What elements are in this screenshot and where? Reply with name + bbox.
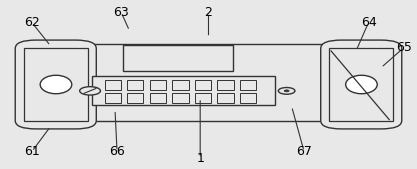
Text: 61: 61 xyxy=(24,145,40,158)
Ellipse shape xyxy=(40,75,72,94)
Text: 65: 65 xyxy=(396,41,412,54)
Bar xyxy=(123,45,234,71)
Text: 64: 64 xyxy=(361,16,377,29)
Bar xyxy=(172,80,188,90)
Text: 63: 63 xyxy=(113,6,129,19)
Bar xyxy=(150,80,166,90)
Bar xyxy=(217,93,234,103)
Bar xyxy=(55,44,354,121)
Circle shape xyxy=(284,90,289,92)
Bar xyxy=(92,76,275,105)
Bar xyxy=(195,80,211,90)
Bar xyxy=(195,93,211,103)
Ellipse shape xyxy=(346,75,377,94)
Bar xyxy=(172,93,188,103)
FancyBboxPatch shape xyxy=(321,40,402,129)
FancyBboxPatch shape xyxy=(15,40,96,129)
Bar xyxy=(105,93,121,103)
Text: 66: 66 xyxy=(109,145,125,158)
Bar xyxy=(329,48,394,121)
Text: 2: 2 xyxy=(205,6,212,19)
Bar xyxy=(240,80,256,90)
Bar xyxy=(127,93,143,103)
Bar xyxy=(240,93,256,103)
Bar xyxy=(217,80,234,90)
Circle shape xyxy=(278,88,295,94)
Circle shape xyxy=(80,87,100,95)
Text: 62: 62 xyxy=(24,16,40,29)
Text: 1: 1 xyxy=(196,152,204,165)
Bar xyxy=(127,80,143,90)
Text: 67: 67 xyxy=(296,145,312,158)
Bar xyxy=(23,48,88,121)
Bar xyxy=(105,80,121,90)
Bar xyxy=(150,93,166,103)
